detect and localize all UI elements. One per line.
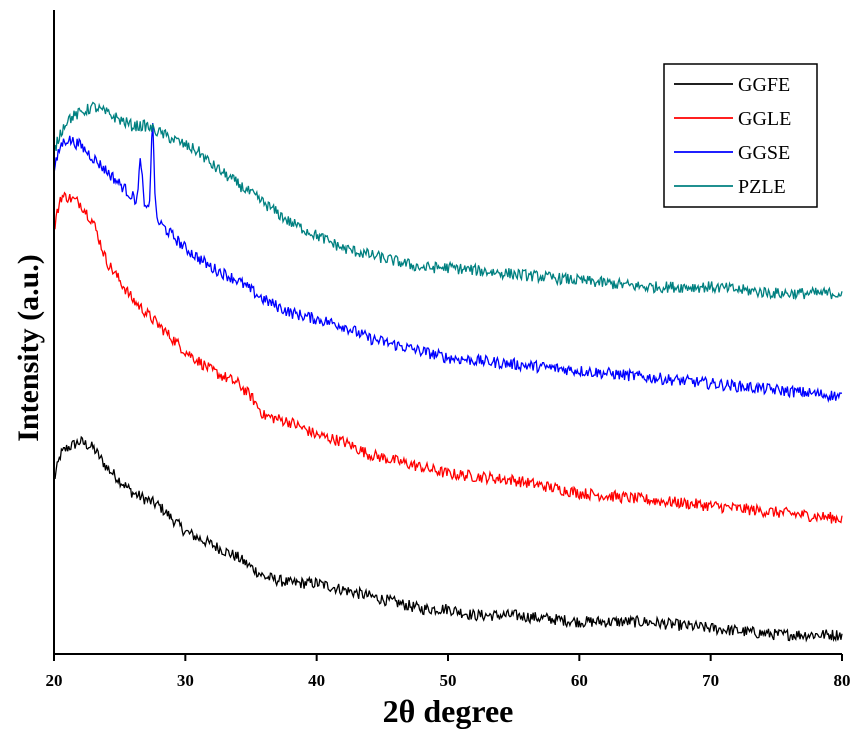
x-tick-label: 60 xyxy=(571,671,588,690)
legend-box xyxy=(663,63,818,208)
x-tick-label: 70 xyxy=(702,671,719,690)
legend-label-ggse: GGSE xyxy=(738,142,790,164)
x-tick-label: 30 xyxy=(177,671,194,690)
x-tick-label: 80 xyxy=(834,671,851,690)
legend-label-pzle: PZLE xyxy=(738,176,786,198)
x-tick-label: 40 xyxy=(308,671,325,690)
x-axis-title: 2θ degree xyxy=(383,693,514,729)
x-tick-label: 50 xyxy=(440,671,457,690)
y-axis-title: Intensity (a.u.) xyxy=(12,254,45,442)
legend: GGFE GGLE GGSE PZLE xyxy=(663,63,818,208)
series-line-ggle xyxy=(53,191,843,524)
x-tick-label: 20 xyxy=(46,671,63,690)
legend-label-ggfe: GGFE xyxy=(738,74,790,96)
series-line-pzle xyxy=(53,101,843,301)
series-layer xyxy=(53,101,843,643)
x-ticks: 20 30 40 50 60 70 80 xyxy=(46,654,851,690)
series-line-ggse xyxy=(53,123,843,403)
series-line-ggfe xyxy=(54,435,843,643)
legend-label-ggle: GGLE xyxy=(738,108,791,130)
